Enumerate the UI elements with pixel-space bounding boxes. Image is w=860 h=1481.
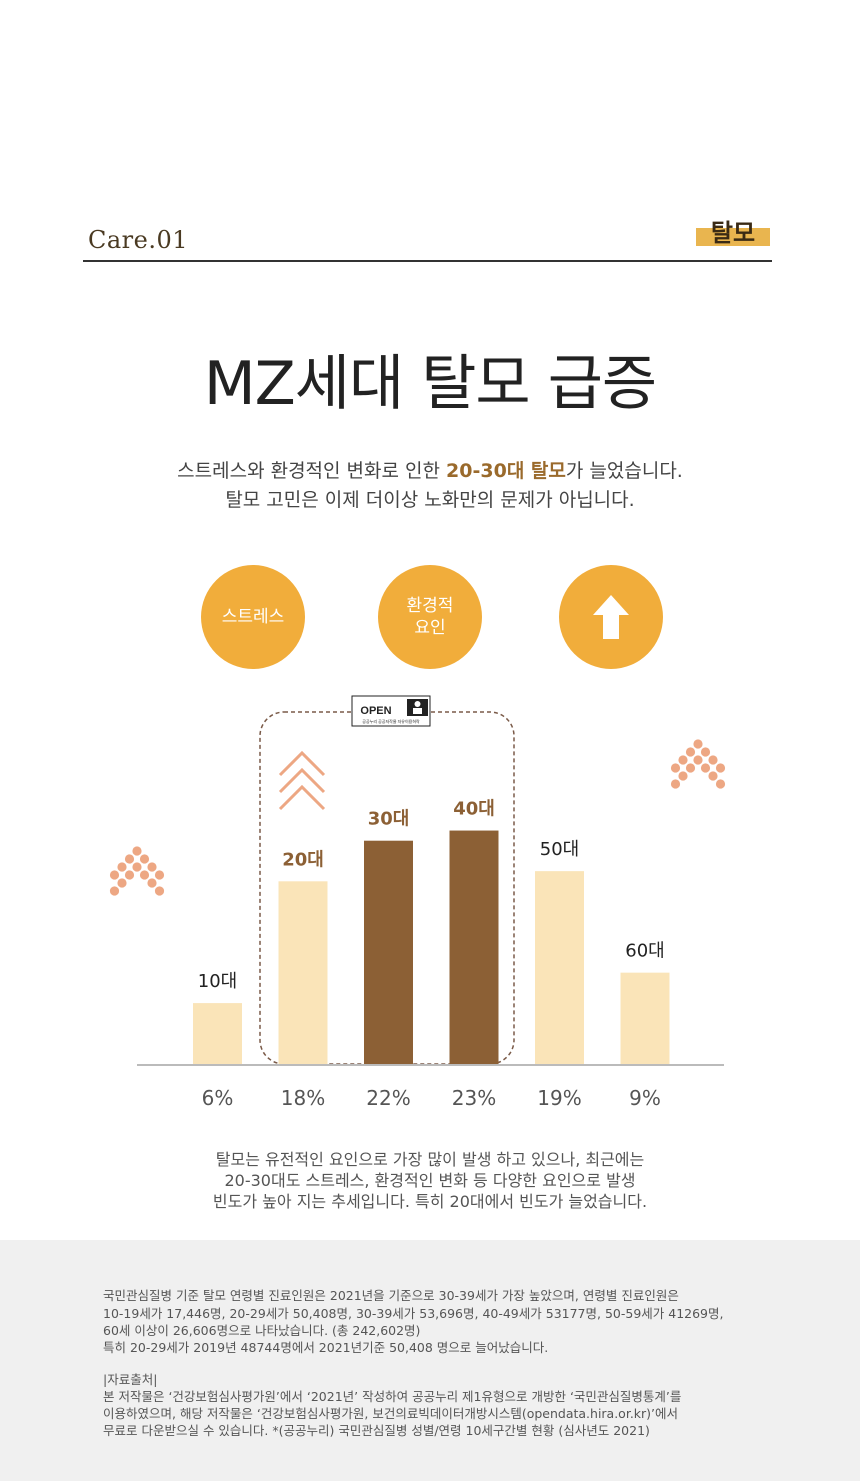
bar-label-50대: 50대	[540, 839, 579, 860]
stress-circle: 스트레스	[201, 565, 305, 669]
chart-decorations: OPEN 공공누리 공공저작물 자유이용허락	[109, 695, 726, 1065]
dot-chevron-left-icon	[109, 846, 165, 896]
tag-badge-highlight	[696, 228, 770, 246]
bar-chart: OPEN 공공누리 공공저작물 자유이용허락 10대 20대 30대 40대 50대 60…	[109, 695, 726, 1066]
arrow-up-icon	[593, 595, 629, 639]
open-badge-text: OPEN	[360, 705, 391, 717]
footer-source-title: |자료출처|	[103, 1372, 158, 1387]
increase-circle	[559, 565, 663, 669]
header-divider	[83, 260, 772, 262]
bar-50대	[535, 871, 584, 1064]
upward-chevrons-icon	[278, 750, 326, 811]
footer-line-1: 국민관심질병 기준 탈모 연령별 진료인원은 2021년을 기준으로 30-39…	[103, 1288, 679, 1303]
dot-chevron-right-icon	[670, 739, 726, 789]
stress-label: 스트레스	[221, 607, 285, 627]
open-license-badge: OPEN 공공누리 공공저작물 자유이용허락	[351, 695, 431, 727]
environment-circle: 환경적 요인	[378, 565, 482, 669]
value-label-60대: 9%	[629, 1086, 661, 1110]
subtitle-highlight: 20-30대 탈모	[446, 460, 566, 482]
footer-source-line-3: 무료로 다운받으실 수 있습니다. *(공공누리) 국민관심질병 성별/연령 1…	[103, 1423, 650, 1438]
page-title: MZ세대 탈모 급증	[203, 349, 657, 419]
subtitle-pre: 스트레스와 환경적인 변화로 인한	[177, 460, 447, 482]
environment-label-2: 요인	[414, 618, 446, 638]
tag-label: 탈모	[710, 219, 756, 247]
value-label-10대: 6%	[201, 1086, 234, 1110]
care-label: Care.01	[88, 226, 189, 254]
bar-40대	[449, 830, 499, 1064]
bar-label-60대: 60대	[625, 941, 664, 962]
bar-30대	[364, 840, 413, 1064]
footer-source-panel	[0, 1240, 860, 1481]
open-badge-subtext: 공공누리 공공저작물 자유이용허락	[362, 718, 420, 724]
footer-source-line-2: 이용하였으며, 해당 저작물은 ‘건강보험심사평가원, 보건의료빅데이터개방시스…	[103, 1406, 679, 1421]
bar-10대	[193, 1003, 242, 1064]
note-line-2: 20-30대도 스트레스, 환경적인 변화 등 다양한 요인으로 발생	[224, 1171, 636, 1190]
subtitle-post: 가 늘었습니다.	[565, 460, 683, 482]
value-label-30대: 22%	[366, 1086, 411, 1110]
bar-20대	[278, 881, 328, 1064]
footer-line-3: 60세 이상이 26,606명으로 나타났습니다. (총 242,602명)	[103, 1323, 421, 1338]
note-line-1: 탈모는 유전적인 요인으로 가장 많이 발생 하고 있으나, 최근에는	[215, 1150, 645, 1169]
note-line-3: 빈도가 높아 지는 추세입니다. 특히 20대에서 빈도가 늘었습니다.	[212, 1192, 648, 1211]
environment-label-1: 환경적	[406, 596, 454, 616]
footer-line-4: 특히 20-29세가 2019년 48744명에서 2021년기준 50,408…	[103, 1340, 549, 1355]
bar-label-30대: 30대	[368, 809, 410, 830]
bar-label-40대: 40대	[453, 799, 495, 820]
footer-line-2: 10-19세가 17,446명, 20-29세가 50,408명, 30-39세…	[103, 1306, 724, 1321]
subtitle-line-1: 스트레스와 환경적인 변화로 인한 20-30대 탈모가 늘었습니다.	[0, 456, 860, 483]
bar-label-10대: 10대	[198, 971, 237, 992]
bar-60대	[620, 972, 670, 1064]
value-label-20대: 18%	[280, 1086, 326, 1110]
bar-label-20대: 20대	[282, 849, 324, 870]
footer-source-line-1: 본 저작물은 ‘건강보험심사평가원’에서 ‘2021년’ 작성하여 공공누리 제…	[103, 1389, 682, 1404]
value-label-40대: 23%	[451, 1086, 497, 1110]
subtitle-line-2: 탈모 고민은 이제 더이상 노화만의 문제가 아닙니다.	[225, 489, 635, 511]
value-label-50대: 19%	[537, 1086, 582, 1110]
